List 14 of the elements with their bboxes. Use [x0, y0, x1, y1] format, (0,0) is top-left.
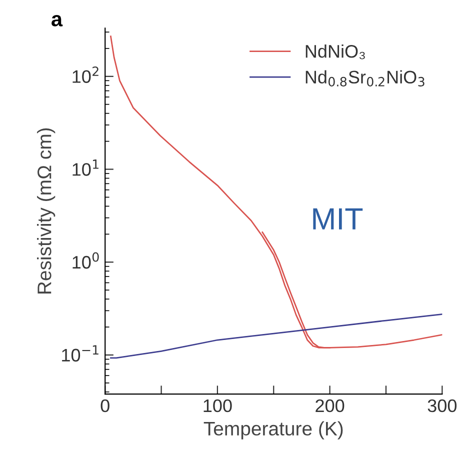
chart-title: a — [52, 15, 63, 26]
annotation: MIT — [313, 208, 363, 230]
y-tick-label: 10$^{2}$ — [72, 66, 98, 83]
y-axis-title: Resistivity (mΩ cm) — [37, 128, 56, 294]
x-tick-label: 300 — [428, 399, 457, 412]
x-tick-label: 200 — [316, 399, 344, 412]
y-tick-label: 10$^{1}$ — [72, 160, 98, 176]
x-tick-label: 0 — [100, 399, 110, 412]
legend-label: Nd$_{0.8}$Sr$_{0.2}$NiO$_{3}$ — [306, 70, 424, 86]
legend-label: NdNiO₃ — [306, 44, 365, 60]
x-axis-title: Temperature (K) — [204, 421, 343, 440]
y-tick-label: 10$^{0}$ — [72, 252, 99, 269]
y-tick-label: 10$^{−1}$ — [62, 345, 98, 362]
x-tick-label: 100 — [204, 399, 232, 412]
